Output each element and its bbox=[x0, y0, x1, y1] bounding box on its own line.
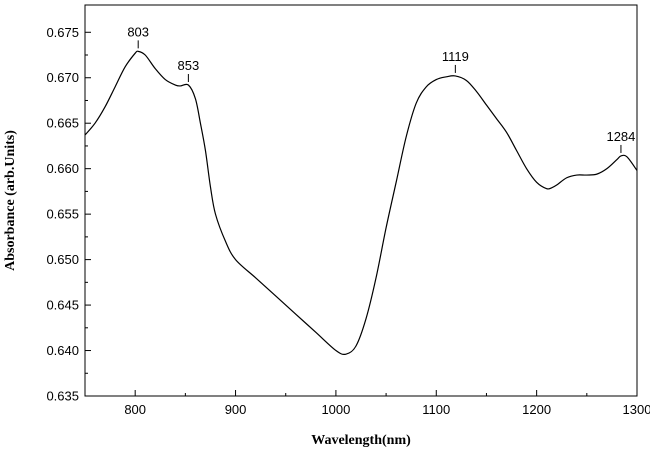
x-tick-label: 1000 bbox=[321, 402, 350, 417]
x-tick-label: 1200 bbox=[522, 402, 551, 417]
y-tick-label: 0.675 bbox=[46, 25, 79, 40]
y-axis-title: Absorbance (arb.Units) bbox=[3, 130, 18, 271]
y-tick-label: 0.660 bbox=[46, 161, 79, 176]
y-tick-label: 0.670 bbox=[46, 70, 79, 85]
peak-label: 1284 bbox=[606, 129, 635, 144]
peak-annotations: 803 853 1119 1284 bbox=[127, 24, 635, 153]
y-tick-label: 0.635 bbox=[46, 389, 79, 404]
x-tick-label: 1300 bbox=[623, 402, 650, 417]
plot-frame bbox=[84, 4, 638, 397]
y-tick-label: 0.650 bbox=[46, 252, 79, 267]
x-tick-label: 1100 bbox=[422, 402, 450, 417]
peak-label: 803 bbox=[127, 24, 149, 39]
y-axis-ticks: 0.635 0.640 0.645 0.650 0.655 0.660 0.665 0.670… bbox=[46, 25, 91, 404]
y-tick-label: 0.640 bbox=[46, 343, 79, 358]
x-tick-label: 900 bbox=[225, 402, 247, 417]
y-tick-label: 0.655 bbox=[46, 207, 79, 222]
y-tick-label: 0.665 bbox=[46, 116, 79, 131]
peak-label: 1119 bbox=[442, 49, 469, 64]
x-tick-label: 800 bbox=[124, 402, 146, 417]
x-axis-ticks: 800 900 1000 1100 1200 1300 bbox=[84, 390, 650, 417]
spectrum-line bbox=[84, 50, 638, 356]
y-tick-label: 0.645 bbox=[46, 298, 79, 313]
x-axis-title: Wavelength(nm) bbox=[311, 433, 411, 448]
peak-label: 853 bbox=[178, 58, 200, 73]
